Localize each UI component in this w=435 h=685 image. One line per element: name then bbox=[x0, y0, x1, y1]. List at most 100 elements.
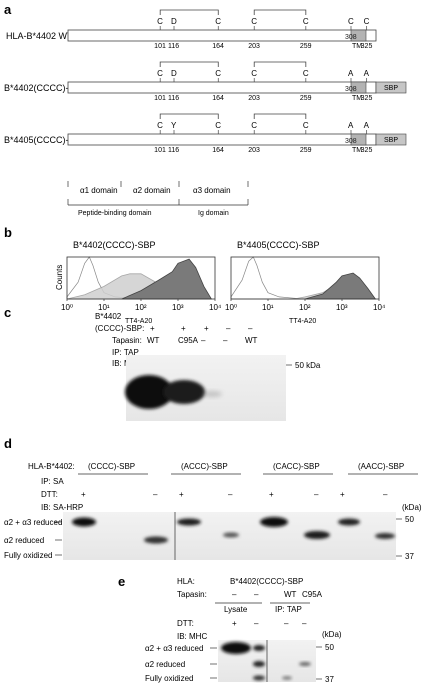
residue-letter: C bbox=[251, 69, 257, 78]
construct-bar bbox=[67, 133, 377, 146]
c-row1-cell: + bbox=[150, 324, 155, 333]
c-row1-label: (CCCC)-SBP: bbox=[95, 324, 144, 333]
x-tick-label: 10² bbox=[135, 303, 147, 312]
tm-label: TM bbox=[352, 95, 362, 102]
e-tapasin-cell: WT bbox=[284, 590, 297, 599]
d-bands bbox=[72, 517, 395, 544]
residue-letter: C bbox=[251, 17, 257, 26]
e-dtt-cell: – bbox=[302, 619, 307, 628]
residue-position: 164 bbox=[212, 95, 224, 102]
c-row2-cell: – bbox=[223, 336, 228, 345]
panel-b-histograms: B*4402(CCCC)-SBP 10⁰ 10¹ 10² 10³ 10⁴ TT4-A20 Co… bbox=[55, 240, 386, 325]
d-dtt-cell: + bbox=[269, 490, 274, 499]
e-tapasin-cell: C95A bbox=[302, 590, 323, 599]
residue-position: 259 bbox=[300, 43, 312, 50]
d-kda-label: (kDa) bbox=[402, 503, 422, 512]
residue-letter: C bbox=[364, 17, 370, 26]
residue-position-308: 308 bbox=[345, 34, 357, 41]
residue-letter: C bbox=[157, 17, 163, 26]
c-row2-cell: WT bbox=[245, 336, 258, 345]
residue-letter: A bbox=[348, 121, 354, 130]
d-group-headers: (CCCC)-SBP (ACCC)-SBP (CACC)-SBP (AACC)-SBP bbox=[78, 462, 418, 475]
d-dtt-cell: – bbox=[314, 490, 319, 499]
c-row1-cell: + bbox=[181, 324, 186, 333]
residue-position: 325 bbox=[361, 95, 373, 102]
construct-row-2: B*4402(CCCC)-SBP TM SBP C 101 D 116 C 164 C 203 C 25… bbox=[4, 61, 407, 102]
c-row2-label: Tapasin: bbox=[112, 336, 142, 345]
residue-position: 164 bbox=[212, 43, 224, 50]
histogram-ylabel: Counts bbox=[55, 265, 64, 290]
e-band-3 bbox=[253, 661, 265, 667]
x-tick-label: 10⁴ bbox=[373, 303, 386, 312]
e-hla-label: HLA: bbox=[177, 577, 195, 586]
e-band-5 bbox=[299, 662, 311, 666]
residue-letter: C bbox=[348, 17, 354, 26]
d-band-5 bbox=[260, 517, 288, 527]
x-tick-label: 10⁴ bbox=[209, 303, 222, 312]
e-marker-50: 50 bbox=[325, 643, 334, 652]
residue-position: 101 bbox=[154, 147, 166, 154]
x-tick-label: 10¹ bbox=[262, 303, 274, 312]
residue-position-308: 308 bbox=[345, 138, 357, 145]
e-markers bbox=[316, 646, 322, 680]
panel-c-label: c bbox=[4, 305, 11, 320]
residue-letter: A bbox=[364, 121, 370, 130]
e-marker-37: 37 bbox=[325, 675, 334, 684]
d-ib-label: IB: SA-HRP bbox=[41, 503, 83, 512]
c-ip-label: IP: TAP bbox=[112, 348, 139, 357]
histogram-title: B*4405(CCCC)-SBP bbox=[237, 240, 320, 250]
e-tapasin-label: Tapasin: bbox=[177, 590, 207, 599]
disulfide-bracket bbox=[159, 9, 219, 15]
x-tick-label: 10¹ bbox=[98, 303, 110, 312]
residue-letter: C bbox=[303, 17, 309, 26]
residue-letter: C bbox=[251, 121, 257, 130]
peptide-binding-domain-label: Peptide-binding domain bbox=[78, 210, 152, 217]
x-tick-label: 10² bbox=[299, 303, 311, 312]
panel-b-label: b bbox=[4, 225, 12, 240]
tm-label: TM bbox=[352, 43, 362, 50]
d-dtt-cell: + bbox=[340, 490, 345, 499]
d-dtt-row: + – + – + – + – bbox=[81, 490, 388, 499]
e-band-1 bbox=[221, 642, 251, 654]
construct-name: HLA-B*4402 WT bbox=[6, 31, 73, 41]
histogram-xlabel: TT4-A20 bbox=[289, 318, 316, 325]
c-row1-cell: – bbox=[226, 324, 231, 333]
disulfide-bracket bbox=[253, 61, 307, 67]
panel-d-label: d bbox=[4, 436, 12, 451]
construct-bar bbox=[67, 29, 377, 42]
d-dtt-cell: + bbox=[81, 490, 86, 499]
e-bands bbox=[221, 642, 311, 681]
residue-position: 116 bbox=[168, 95, 179, 102]
e-band-label: α2 + α3 reduced bbox=[145, 644, 203, 653]
d-dtt-cell: + bbox=[179, 490, 184, 499]
residue-letter: C bbox=[157, 121, 163, 130]
residue-position: 164 bbox=[212, 147, 224, 154]
x-tick-label: 10³ bbox=[336, 303, 348, 312]
x-tick-label: 10⁰ bbox=[61, 303, 73, 312]
d-band-8 bbox=[375, 533, 395, 539]
e-ip-label: IP: TAP bbox=[275, 605, 302, 614]
c-band-lane1 bbox=[125, 375, 173, 409]
d-group-label: (CCCC)-SBP bbox=[88, 462, 135, 471]
x-tick-label: 10⁰ bbox=[225, 303, 237, 312]
c-row2-cell: WT bbox=[147, 336, 160, 345]
c-band-lane2 bbox=[163, 380, 205, 404]
d-band-3 bbox=[177, 518, 201, 526]
residue-letter: C bbox=[215, 121, 221, 130]
residue-position: 203 bbox=[248, 43, 260, 50]
sbp-box bbox=[375, 81, 407, 94]
residue-position: 325 bbox=[361, 147, 373, 154]
e-hla-value: B*4402(CCCC)-SBP bbox=[230, 577, 303, 586]
alpha2-domain-label: α2 domain bbox=[133, 186, 171, 195]
d-markers bbox=[396, 518, 402, 557]
residue-position: 325 bbox=[361, 43, 373, 50]
histogram-series-dark-fill bbox=[304, 272, 377, 300]
c-lane-headers: + + + – –WT C95A – – WT bbox=[147, 324, 258, 345]
disulfide-bracket bbox=[159, 113, 219, 119]
d-group-label: (ACCC)-SBP bbox=[181, 462, 228, 471]
residue-position: 101 bbox=[154, 43, 166, 50]
d-band-label: α2 + α3 reduced bbox=[4, 518, 62, 527]
d-band-1 bbox=[72, 517, 96, 527]
